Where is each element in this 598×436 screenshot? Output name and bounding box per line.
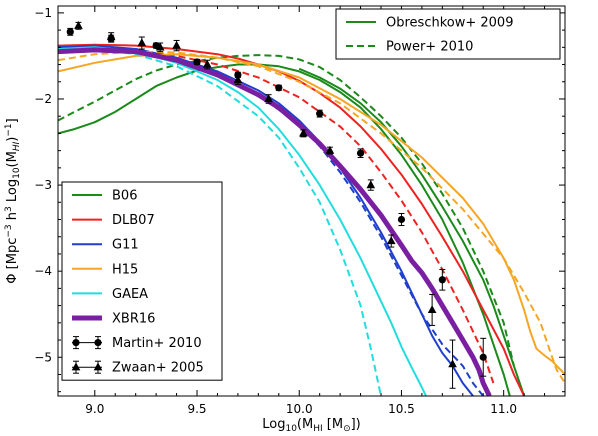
martin-2010-point [479, 337, 487, 377]
y-axis-label: Φ [Mpc−3 h3 Log10(MHI)−1] [4, 118, 22, 283]
series-line-power-2010 [58, 54, 515, 367]
zwaan-2005-point [202, 59, 212, 70]
series-layer [58, 43, 565, 396]
legend-item-gaea: GAEA [72, 287, 148, 302]
martin-2010-point [438, 268, 446, 291]
zwaan-2005-point [137, 36, 147, 50]
legend-box [335, 8, 561, 60]
legend-item-b06: B06 [72, 189, 137, 204]
zwaan-2005-point [325, 145, 335, 155]
y-tick-label: −3 [34, 178, 52, 192]
zwaan-2005-point [386, 234, 396, 248]
series-line-b06 [298, 67, 526, 396]
legend-label: B06 [112, 189, 137, 204]
martin-2010-point [66, 27, 74, 36]
ticks-layer: 9.0 9.5 10.0 10.5 11.0 −1 −2 −3 −4 −5 [34, 6, 565, 416]
x-tick-label: 10.5 [388, 402, 415, 416]
legend-label: Power+ 2010 [386, 40, 473, 55]
x-tick-label: 9.5 [187, 402, 206, 416]
series-line-dlb07-dashed [58, 48, 495, 384]
zwaan-2005-point [106, 32, 116, 42]
legend-label: XBR16 [112, 312, 155, 327]
zwaan-2005-point [366, 179, 376, 191]
legend-label: H15 [112, 262, 138, 277]
zwaan-2005-point [427, 293, 437, 326]
legend-item-zwaan-2005: Zwaan+ 2005 [71, 360, 204, 376]
legend-item-h15: H15 [72, 262, 138, 277]
legend-label: Obreschkow+ 2009 [386, 16, 513, 31]
legend-item-power-2010: Power+ 2010 [346, 40, 473, 55]
series-line-dlb07 [58, 43, 526, 396]
x-tick-label: 11.0 [490, 402, 517, 416]
zwaan-2005-point [299, 128, 308, 138]
legend-item-dlb07: DLB07 [72, 213, 155, 228]
martin-2010-point [356, 148, 365, 159]
x-tick-label: 9.0 [85, 402, 104, 416]
legend-label: Martin+ 2010 [112, 336, 202, 351]
legend-label: G11 [112, 238, 139, 253]
legend-label: GAEA [112, 287, 148, 302]
y-tick-label: −4 [34, 264, 52, 278]
legend-top-right: Obreschkow+ 2009 Power+ 2010 [335, 8, 561, 60]
observations-layer [66, 21, 487, 389]
y-tick-label: −5 [34, 350, 52, 364]
y-tick-label: −2 [34, 92, 52, 106]
x-axis-label: Log10(MHI [M⊙]) [262, 417, 361, 434]
y-tick-label: −1 [34, 6, 52, 20]
legend-label: Zwaan+ 2005 [112, 361, 204, 376]
martin-2010-point [193, 58, 201, 66]
legend-item-g11: G11 [72, 238, 139, 253]
zwaan-2005-point [264, 94, 273, 104]
legend-item-obreschkow-2009: Obreschkow+ 2009 [346, 16, 513, 31]
martin-2010-point [397, 212, 406, 227]
legend-bottom-left: B06 DLB07 G11 H15 GAEA XBR16 Martin+ 2010 Zwaan… [61, 181, 223, 381]
series-line-gaea-dashed [58, 48, 382, 396]
zwaan-2005-point [172, 39, 181, 52]
series-line-h15-dashed [58, 50, 565, 384]
legend-item-martin-2010: Martin+ 2010 [72, 336, 202, 351]
series-line-xbr16 [58, 47, 492, 396]
legend-item-xbr16: XBR16 [72, 312, 155, 327]
legend-box [61, 181, 223, 381]
martin-2010-point [275, 84, 283, 92]
series-line-obreschkow-2009 [58, 63, 511, 396]
martin-2010-point [316, 109, 324, 118]
zwaan-2005-point [74, 21, 83, 30]
zwaan-2005-point [155, 42, 165, 53]
legend-label: DLB07 [112, 213, 155, 228]
plot-frame [57, 5, 566, 397]
series-line-h15 [58, 53, 565, 376]
zwaan-2005-point [448, 339, 457, 389]
zwaan-2005-point [233, 75, 243, 85]
x-tick-label: 10.0 [286, 402, 313, 416]
